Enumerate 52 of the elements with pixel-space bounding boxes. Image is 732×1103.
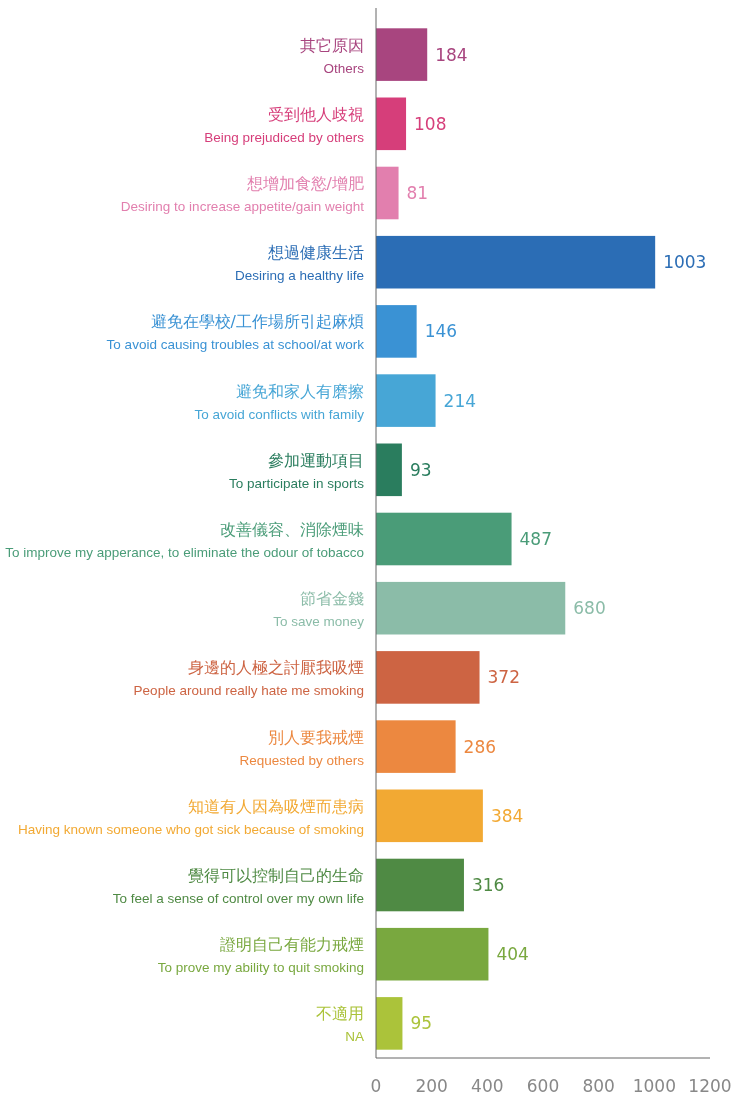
bar (376, 581, 566, 635)
bar (376, 97, 407, 151)
y-tick-label: 覺得可以控制自己的生命 To feel a sense of control over my own life (112, 866, 364, 906)
data-label: 372 (487, 667, 520, 688)
y-tick-label: 證明自己有能力戒煙 To prove my ability to quit smoking (157, 935, 364, 976)
y-tick-label: 避免和家人有磨擦 To avoid conflicts with family (194, 381, 365, 422)
data-label: 214 (443, 390, 477, 411)
y-tick-label: 身邊的人極之討厭我吸煙 People around really hate me smoking (133, 658, 364, 699)
y-tick-label: 別人要我戒煙 Requested by others (239, 727, 365, 768)
bar (376, 512, 512, 566)
x-tick-label: 1000 (632, 1076, 676, 1096)
bar (376, 305, 417, 358)
bar (376, 374, 436, 427)
y-tick-label: 改善儀容、消除煙味 To improve my apperance, to eliminate the odour of tobacco (5, 520, 364, 560)
bar (376, 858, 464, 912)
data-label: 1003 (663, 252, 707, 273)
data-label: 184 (435, 44, 468, 65)
x-tick-label: 800 (582, 1076, 615, 1096)
data-label: 487 (519, 529, 552, 549)
data-label: 384 (490, 805, 524, 826)
bar (376, 28, 428, 81)
y-tick-label: 想過健康生活 Desiring a healthy life (234, 243, 364, 284)
data-label: 95 (410, 1013, 433, 1034)
y-tick-label: 避免在學校/工作場所引起麻煩 To avoid causing troubles at school/at work (106, 312, 365, 353)
data-label: 316 (471, 875, 505, 895)
y-tick-label: 其它原因 Others (300, 35, 365, 76)
x-tick-label: 600 (526, 1076, 560, 1096)
bar (376, 443, 402, 497)
bar (376, 997, 403, 1050)
bar (376, 235, 656, 289)
y-tick-label: 參加運動項目 To participate in sports (228, 450, 365, 491)
y-tick-label: 想增加食慾/增肥 Desiring to increase appetite/gain weight (120, 174, 365, 214)
data-label: 81 (406, 183, 429, 203)
y-tick-label: 節省金錢 To save money (273, 589, 365, 630)
bar (376, 720, 456, 773)
data-label: 680 (573, 598, 606, 619)
data-label: 286 (463, 736, 497, 757)
data-label: 404 (496, 944, 529, 965)
data-label: 146 (424, 321, 458, 342)
data-label: 108 (414, 113, 447, 134)
bar (376, 789, 483, 843)
bar (376, 651, 480, 704)
bar (376, 927, 489, 981)
y-tick-label: 不適用 NA (316, 1004, 364, 1045)
y-tick-label: 知道有人因為吸煙而患病 Having known someone who got sick because of smoking (18, 796, 364, 837)
data-label: 93 (409, 459, 432, 480)
x-tick-label: 400 (471, 1076, 504, 1096)
x-tick-label: 1200 (688, 1076, 732, 1096)
y-tick-label: 受到他人歧視 Being prejudiced by others (204, 104, 365, 145)
bar (376, 166, 399, 220)
x-tick-label: 0 (370, 1076, 382, 1096)
x-tick-label: 200 (415, 1076, 448, 1096)
